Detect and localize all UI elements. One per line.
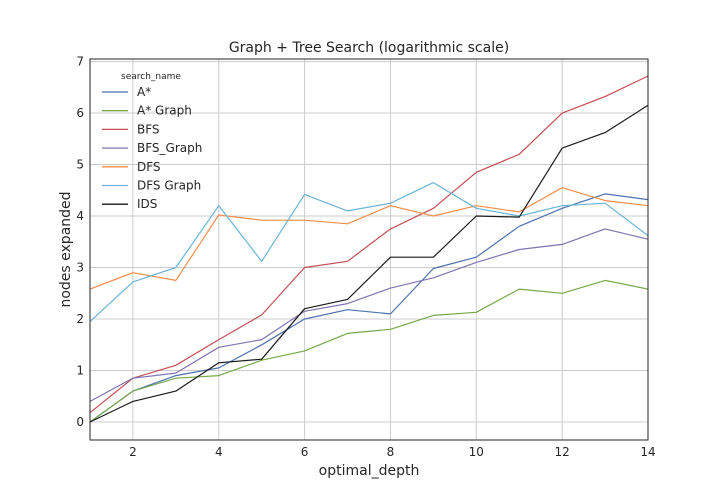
series-line-2 bbox=[89, 75, 649, 414]
x-tick-label: 10 bbox=[469, 445, 484, 459]
x-tick-label: 4 bbox=[215, 445, 223, 459]
series-line-0 bbox=[89, 193, 649, 423]
series-line-6 bbox=[89, 104, 649, 423]
x-tick-label: 14 bbox=[640, 445, 655, 459]
legend-label: DFS Graph bbox=[137, 179, 201, 193]
y-tick-label: 5 bbox=[76, 158, 84, 172]
grid-layer bbox=[90, 59, 649, 440]
y-tick-label: 6 bbox=[76, 106, 84, 120]
x-tick-label: 2 bbox=[129, 445, 137, 459]
y-tick-label: 3 bbox=[76, 261, 84, 275]
series-line-5 bbox=[89, 182, 649, 323]
x-tick-label: 12 bbox=[555, 445, 570, 459]
legend-label: A* bbox=[137, 85, 151, 99]
y-tick-label: 7 bbox=[76, 55, 84, 69]
x-axis-title: optimal_depth bbox=[319, 463, 420, 479]
y-tick-label: 4 bbox=[76, 209, 84, 223]
series-layer bbox=[89, 75, 649, 423]
legend-label: BFS_Graph bbox=[137, 141, 202, 155]
series-line-4 bbox=[89, 187, 649, 290]
legend: search_name A* A* Graph BFS BFS_Graph DFS DFS… bbox=[102, 72, 202, 211]
y-tick-label: 0 bbox=[76, 415, 84, 429]
legend-label: A* Graph bbox=[137, 104, 192, 118]
legend-title: search_name bbox=[121, 72, 181, 82]
y-tick-label: 2 bbox=[76, 312, 84, 326]
x-tick-label: 6 bbox=[301, 445, 309, 459]
plot-frame bbox=[89, 58, 649, 441]
x-tick-label: 8 bbox=[387, 445, 395, 459]
legend-label: DFS bbox=[137, 160, 161, 174]
series-line-3 bbox=[89, 228, 649, 402]
y-axis-title: nodes expanded bbox=[58, 191, 74, 307]
legend-label: BFS bbox=[137, 122, 160, 136]
legend-label: IDS bbox=[137, 197, 157, 211]
series-line-1 bbox=[89, 279, 649, 423]
y-tick-label: 1 bbox=[76, 363, 84, 377]
chart-title: Graph + Tree Search (logarithmic scale) bbox=[229, 40, 509, 56]
